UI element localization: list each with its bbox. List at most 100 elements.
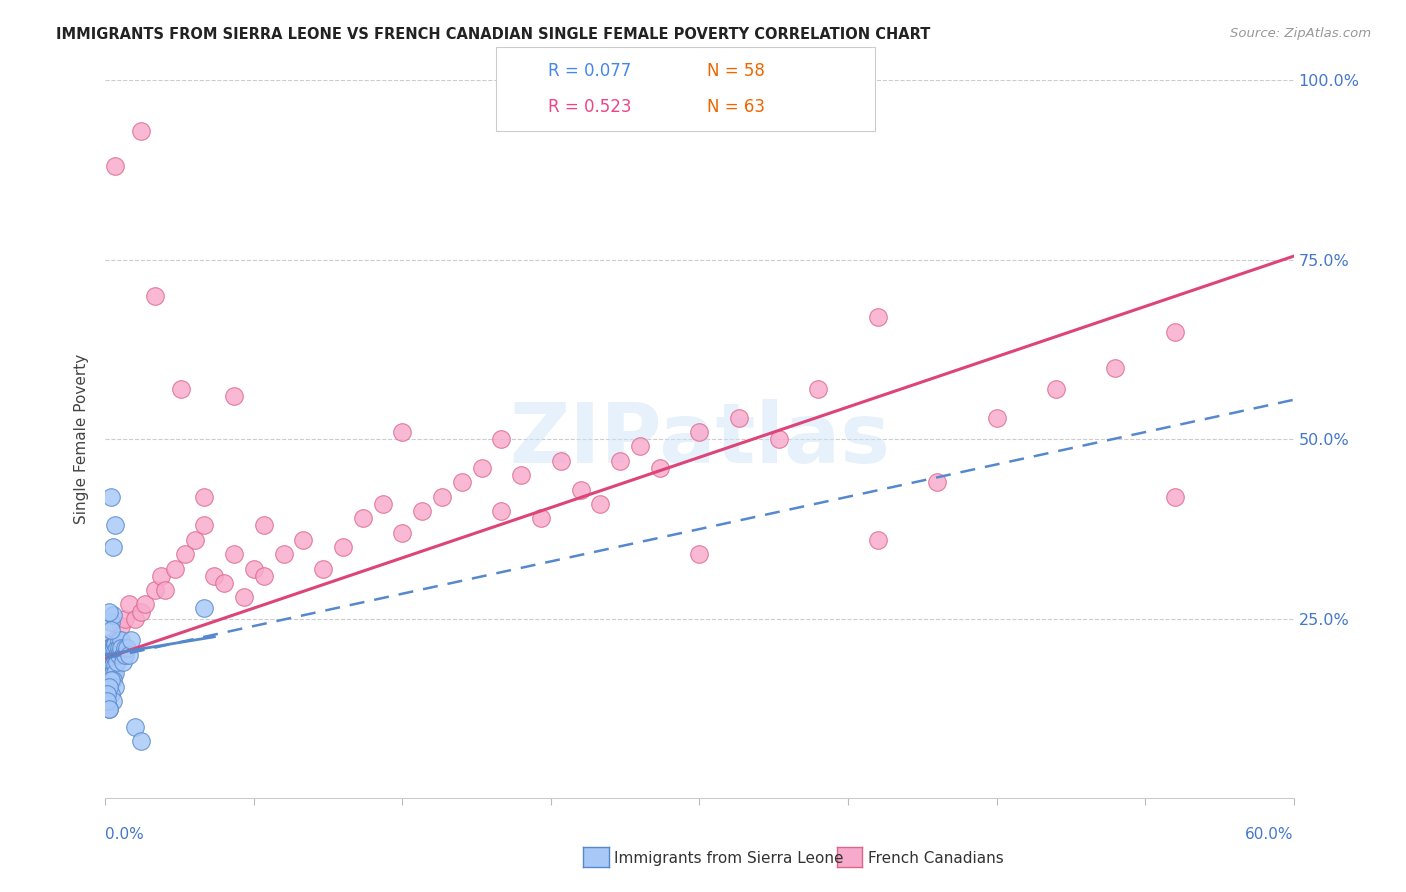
Point	[100, 658, 122, 673]
Point	[100, 651, 122, 665]
Point	[411, 504, 433, 518]
Point	[143, 583, 166, 598]
Point	[98, 644, 121, 658]
Point	[98, 658, 121, 673]
Point	[866, 310, 889, 325]
Point	[391, 525, 413, 540]
Point	[104, 658, 127, 673]
Point	[1164, 490, 1187, 504]
Point	[471, 461, 494, 475]
Text: R = 0.523: R = 0.523	[548, 98, 631, 116]
Text: N = 58: N = 58	[707, 62, 765, 80]
Point	[430, 490, 453, 504]
Point	[98, 605, 121, 619]
Point	[550, 454, 572, 468]
Point	[628, 440, 651, 454]
Point	[98, 640, 121, 655]
Point	[110, 640, 132, 655]
Point	[170, 382, 193, 396]
Point	[129, 605, 152, 619]
Point	[114, 640, 136, 655]
Point	[173, 547, 195, 561]
Point	[193, 601, 215, 615]
Point	[118, 598, 141, 612]
Point	[104, 637, 127, 651]
Point	[104, 651, 127, 665]
Text: R = 0.077: R = 0.077	[548, 62, 631, 80]
Point	[530, 511, 553, 525]
Point	[253, 518, 276, 533]
Point	[103, 540, 125, 554]
Point	[689, 547, 711, 561]
Point	[104, 633, 127, 648]
Point	[97, 640, 120, 655]
Point	[105, 655, 128, 669]
Point	[98, 680, 121, 694]
Text: Immigrants from Sierra Leone: Immigrants from Sierra Leone	[614, 851, 844, 865]
Point	[112, 655, 135, 669]
Point	[100, 490, 122, 504]
Point	[108, 648, 131, 662]
Point	[110, 619, 132, 633]
Point	[103, 608, 125, 623]
Point	[233, 591, 256, 605]
Point	[96, 648, 118, 662]
Point	[100, 673, 122, 687]
Point	[143, 289, 166, 303]
Point	[104, 665, 127, 680]
Point	[371, 497, 394, 511]
Text: ZIPatlas: ZIPatlas	[509, 399, 890, 480]
Point	[104, 160, 127, 174]
Point	[1104, 360, 1126, 375]
Point	[104, 680, 127, 694]
Point	[104, 518, 127, 533]
Point	[108, 633, 131, 648]
Point	[124, 719, 146, 733]
Text: Source: ZipAtlas.com: Source: ZipAtlas.com	[1230, 27, 1371, 40]
Text: 0.0%: 0.0%	[105, 827, 145, 841]
Point	[728, 410, 751, 425]
Point	[120, 633, 142, 648]
Point	[648, 461, 671, 475]
Point	[96, 644, 118, 658]
Point	[100, 615, 122, 630]
Point	[103, 651, 125, 665]
Point	[103, 665, 125, 680]
Point	[202, 568, 225, 582]
Point	[112, 648, 135, 662]
Point	[149, 568, 172, 582]
Point	[510, 468, 533, 483]
Point	[925, 475, 948, 490]
Point	[491, 432, 513, 446]
Point	[134, 598, 156, 612]
Point	[124, 612, 146, 626]
Point	[224, 389, 246, 403]
Point	[98, 651, 121, 665]
Point	[100, 644, 122, 658]
Point	[114, 648, 136, 662]
Point	[96, 687, 118, 701]
Point	[100, 640, 122, 655]
Point	[96, 637, 118, 651]
Point	[589, 497, 612, 511]
Text: 60.0%: 60.0%	[1246, 827, 1294, 841]
Y-axis label: Single Female Poverty: Single Female Poverty	[75, 354, 90, 524]
Point	[569, 483, 592, 497]
Point	[110, 633, 132, 648]
Text: French Canadians: French Canadians	[868, 851, 1004, 865]
Point	[114, 612, 136, 626]
Point	[807, 382, 830, 396]
Point	[352, 511, 374, 525]
Text: IMMIGRANTS FROM SIERRA LEONE VS FRENCH CANADIAN SINGLE FEMALE POVERTY CORRELATIO: IMMIGRANTS FROM SIERRA LEONE VS FRENCH C…	[56, 27, 931, 42]
Point	[98, 701, 121, 715]
Point	[129, 734, 152, 748]
Point	[253, 568, 276, 582]
Point	[689, 425, 711, 439]
Point	[163, 561, 186, 575]
Point	[153, 583, 176, 598]
Point	[609, 454, 631, 468]
Point	[108, 640, 131, 655]
Point	[768, 432, 790, 446]
Point	[224, 547, 246, 561]
Point	[866, 533, 889, 547]
